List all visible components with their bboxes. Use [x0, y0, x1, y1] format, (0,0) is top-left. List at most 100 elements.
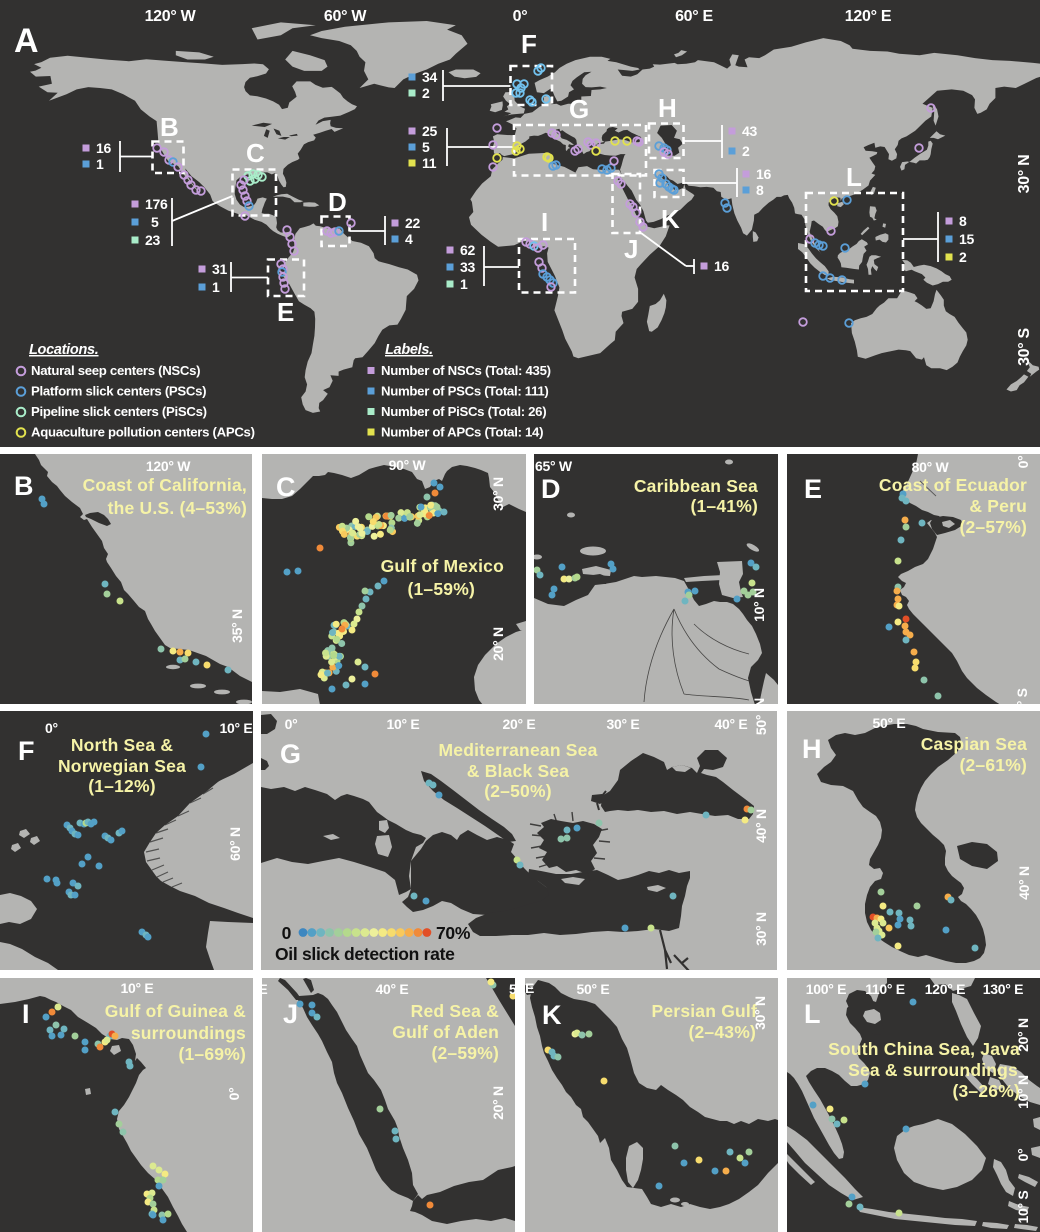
svg-text:K: K — [661, 204, 680, 234]
svg-text:0°: 0° — [226, 1088, 242, 1101]
svg-text:0: 0 — [282, 923, 292, 943]
svg-text:0°: 0° — [513, 8, 528, 25]
svg-text:0°: 0° — [45, 720, 58, 736]
svg-text:E: E — [804, 474, 822, 504]
svg-text:Number of APCs (Total: 14): Number of APCs (Total: 14) — [381, 425, 543, 440]
svg-text:0°: 0° — [1015, 455, 1031, 468]
svg-text:30° N: 30° N — [1016, 155, 1033, 194]
svg-text:Persian Gulf: Persian Gulf — [652, 1001, 758, 1021]
svg-text:J: J — [283, 999, 298, 1029]
svg-text:50°: 50° — [509, 981, 515, 997]
svg-text:F: F — [521, 29, 537, 59]
svg-text:2: 2 — [742, 143, 750, 159]
svg-text:43: 43 — [742, 123, 757, 139]
svg-text:15: 15 — [959, 231, 974, 247]
svg-text:20° N: 20° N — [490, 1086, 506, 1120]
svg-text:60° W: 60° W — [324, 8, 367, 25]
svg-text:16: 16 — [756, 166, 771, 182]
svg-text:80° W: 80° W — [912, 459, 950, 475]
svg-text:16: 16 — [714, 258, 729, 274]
svg-text:30° N: 30° N — [490, 476, 506, 510]
svg-text:50° E: 50° E — [873, 715, 906, 731]
svg-text:0°: 0° — [285, 716, 298, 732]
svg-text:90° W: 90° W — [389, 457, 427, 473]
svg-text:I: I — [22, 999, 29, 1029]
svg-text:0°: 0° — [1015, 1149, 1031, 1162]
svg-text:11: 11 — [422, 155, 437, 171]
svg-text:20° N: 20° N — [490, 626, 506, 660]
svg-text:D: D — [541, 474, 560, 504]
svg-text:North Sea &: North Sea & — [71, 735, 174, 755]
svg-text:L: L — [804, 999, 820, 1029]
svg-text:South China Sea, Java: South China Sea, Java — [828, 1039, 1020, 1059]
svg-text:Oil slick detection rate: Oil slick detection rate — [275, 944, 455, 964]
svg-text:30° N: 30° N — [753, 912, 769, 946]
svg-text:C: C — [246, 138, 265, 168]
svg-text:120° E: 120° E — [925, 981, 965, 997]
svg-text:A: A — [14, 22, 38, 60]
svg-text:30° E: 30° E — [262, 981, 267, 997]
svg-text:(2–50%): (2–50%) — [484, 781, 552, 801]
svg-text:I: I — [541, 207, 548, 237]
svg-text:130° E: 130° E — [983, 981, 1023, 997]
svg-text:Natural seep centers (NSCs): Natural seep centers (NSCs) — [31, 363, 200, 378]
svg-text:20° N: 20° N — [1015, 1018, 1031, 1052]
svg-text:surroundings: surroundings — [131, 1023, 246, 1043]
svg-text:25: 25 — [422, 123, 437, 139]
svg-text:L: L — [846, 162, 862, 192]
svg-text:Red Sea &: Red Sea & — [411, 1001, 500, 1021]
svg-text:Number of PiSCs (Total: 26): Number of PiSCs (Total: 26) — [381, 404, 546, 419]
svg-text:1: 1 — [96, 156, 104, 172]
svg-text:Norwegian Sea: Norwegian Sea — [58, 756, 186, 776]
svg-text:(2–57%): (2–57%) — [959, 517, 1027, 537]
svg-text:D: D — [328, 187, 346, 217]
svg-text:23: 23 — [145, 232, 160, 248]
svg-text:22: 22 — [405, 215, 420, 231]
svg-text:(3–26%): (3–26%) — [952, 1081, 1020, 1101]
svg-text:60° E: 60° E — [675, 8, 713, 25]
svg-text:50°: 50° — [753, 715, 769, 735]
svg-text:2: 2 — [422, 85, 430, 101]
svg-text:C: C — [276, 472, 295, 502]
svg-text:60° N: 60° N — [227, 827, 243, 861]
svg-text:F: F — [18, 736, 34, 766]
svg-text:8: 8 — [756, 182, 764, 198]
svg-text:Sea & surroundings: Sea & surroundings — [848, 1060, 1018, 1080]
svg-text:1: 1 — [212, 279, 220, 295]
svg-text:Locations.: Locations. — [29, 342, 99, 358]
svg-text:100° E: 100° E — [806, 981, 846, 997]
svg-text:8: 8 — [959, 213, 967, 229]
svg-text:G: G — [569, 94, 589, 124]
svg-text:B: B — [14, 471, 33, 501]
svg-text:10° E: 10° E — [387, 716, 420, 732]
svg-text:Pipeline slick centers (PiSCs): Pipeline slick centers (PiSCs) — [31, 404, 207, 419]
svg-text:(2–61%): (2–61%) — [959, 755, 1027, 775]
svg-text:10° N: 10° N — [751, 587, 767, 621]
svg-text:1: 1 — [460, 276, 468, 292]
svg-text:70%: 70% — [436, 923, 471, 943]
svg-text:(1–59%): (1–59%) — [407, 579, 475, 599]
svg-text:120° W: 120° W — [146, 458, 191, 474]
svg-text:K: K — [542, 1000, 562, 1030]
svg-text:110° E: 110° E — [865, 981, 905, 997]
svg-text:Caspian Sea: Caspian Sea — [921, 734, 1027, 754]
svg-text:40° E: 40° E — [376, 981, 409, 997]
svg-text:Coast of California,: Coast of California, — [83, 475, 247, 495]
svg-text:35° N: 35° N — [229, 608, 245, 642]
svg-text:N: N — [751, 697, 767, 703]
svg-text:Gulf of Mexico: Gulf of Mexico — [381, 556, 504, 576]
svg-text:2: 2 — [959, 249, 967, 265]
svg-text:65° W: 65° W — [535, 458, 573, 474]
svg-text:31: 31 — [212, 261, 227, 277]
svg-text:Aquaculture pollution centers: Aquaculture pollution centers (APCs) — [31, 425, 255, 440]
svg-text:J: J — [624, 234, 638, 264]
svg-text:16: 16 — [96, 140, 111, 156]
svg-text:G: G — [280, 739, 301, 769]
svg-text:E: E — [525, 980, 534, 996]
svg-text:E: E — [277, 297, 294, 327]
svg-text:Number of PSCs (Total: 111): Number of PSCs (Total: 111) — [381, 384, 549, 399]
svg-text:B: B — [160, 112, 178, 142]
svg-text:4: 4 — [405, 231, 413, 247]
svg-text:0° S: 0° S — [1014, 688, 1030, 704]
svg-text:Mediterranean Sea: Mediterranean Sea — [438, 740, 597, 760]
